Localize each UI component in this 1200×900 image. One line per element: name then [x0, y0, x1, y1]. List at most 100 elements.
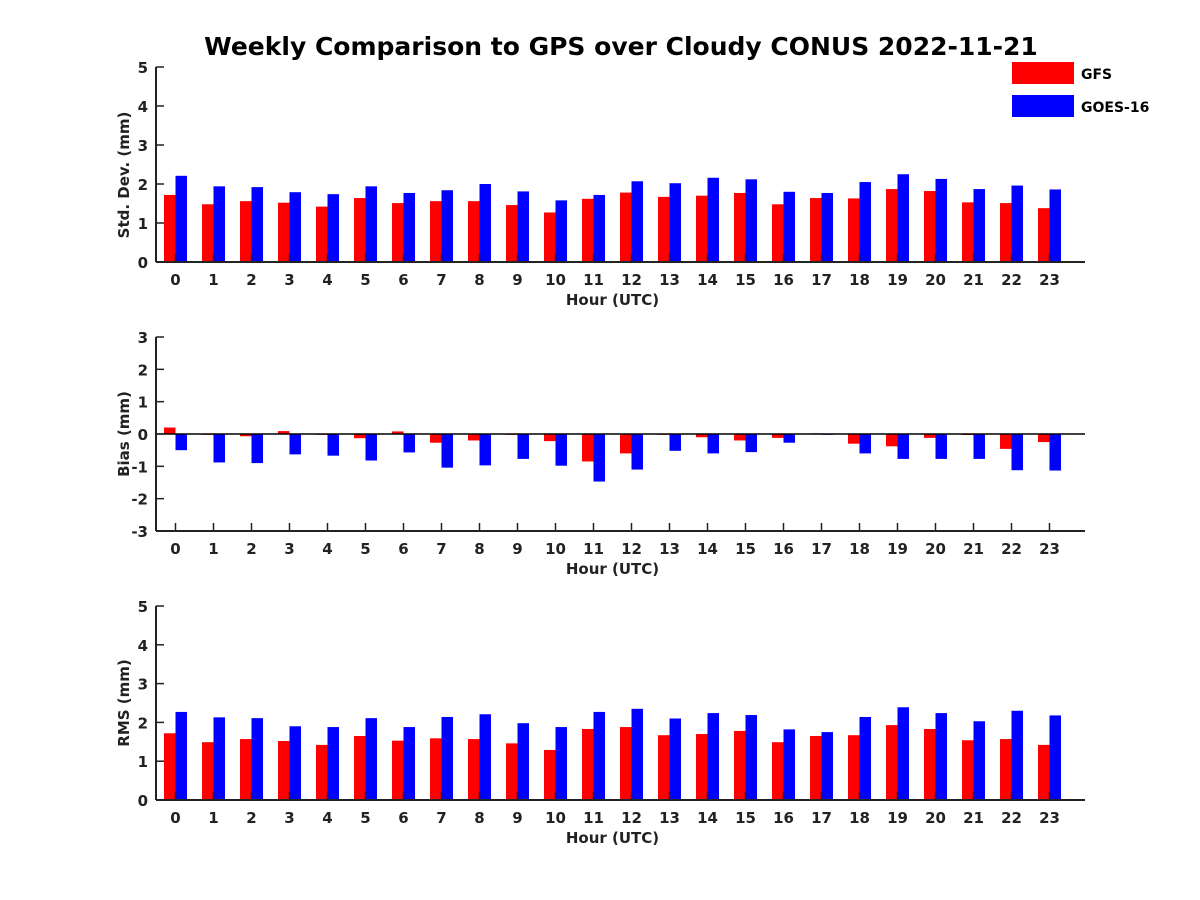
- bias-x-tick-label: 4: [322, 540, 332, 558]
- std-dev-x-tick-label: 13: [659, 271, 680, 289]
- bias-x-tick-label: 20: [925, 540, 946, 558]
- rms-bar-goes16-15: [745, 715, 757, 800]
- bias-bar-goes16-21: [973, 434, 985, 459]
- std-dev-x-tick-label: 3: [284, 271, 294, 289]
- rms-bar-gfs-22: [1000, 739, 1012, 800]
- rms-bar-goes16-9: [517, 723, 529, 800]
- bias-bar-goes16-11: [593, 434, 605, 482]
- std-dev-bar-gfs-13: [658, 196, 670, 262]
- bias-x-tick-label: 18: [849, 540, 870, 558]
- std-dev-x-tick-label: 0: [170, 271, 180, 289]
- std-dev-x-tick-label: 8: [474, 271, 484, 289]
- bias-bar-gfs-15: [734, 434, 746, 441]
- bias-y-tick-label: -3: [131, 523, 148, 541]
- std-dev-x-tick-label: 23: [1039, 271, 1060, 289]
- std-dev-bar-goes16-14: [707, 177, 719, 262]
- rms-x-tick-label: 18: [849, 809, 870, 827]
- rms-x-tick-label: 9: [512, 809, 522, 827]
- rms-bar-gfs-12: [620, 727, 632, 800]
- rms-bar-gfs-18: [848, 735, 860, 800]
- std-dev-bar-goes16-18: [859, 182, 871, 262]
- rms-bar-gfs-14: [696, 734, 708, 800]
- std-dev-bar-goes16-8: [479, 184, 491, 262]
- rms-y-tick-label: 3: [138, 676, 148, 694]
- rms-x-tick-label: 8: [474, 809, 484, 827]
- bias-bar-goes16-20: [935, 434, 947, 459]
- bias-x-tick-label: 7: [436, 540, 446, 558]
- bias-x-tick-label: 19: [887, 540, 908, 558]
- bias-x-tick-label: 10: [545, 540, 566, 558]
- std-dev-y-tick-label: 3: [138, 137, 148, 155]
- rms-bar-gfs-17: [810, 735, 822, 800]
- std-dev-bar-gfs-19: [886, 189, 898, 262]
- rms-bar-gfs-2: [240, 739, 252, 800]
- bias-y-tick-label: -2: [131, 491, 148, 509]
- rms-x-tick-label: 20: [925, 809, 946, 827]
- bias-bar-goes16-8: [479, 434, 491, 466]
- std-dev-x-tick-label: 4: [322, 271, 332, 289]
- std-dev-bar-gfs-11: [582, 198, 594, 262]
- rms-x-tick-label: 21: [963, 809, 984, 827]
- std-dev-bar-goes16-23: [1049, 189, 1061, 262]
- std-dev-bar-gfs-22: [1000, 203, 1012, 262]
- rms-y-tick-label: 2: [138, 714, 148, 732]
- std-dev-bar-gfs-9: [506, 205, 518, 262]
- rms-x-tick-label: 22: [1001, 809, 1022, 827]
- std-dev-x-tick-label: 6: [398, 271, 408, 289]
- bias-bar-gfs-5: [354, 434, 366, 439]
- rms-x-tick-label: 11: [583, 809, 604, 827]
- rms-x-tick-label: 17: [811, 809, 832, 827]
- bias-bar-gfs-22: [1000, 434, 1012, 449]
- bias-bar-gfs-11: [582, 434, 594, 462]
- bias-x-tick-label: 12: [621, 540, 642, 558]
- std-dev-y-tick-label: 1: [138, 215, 148, 233]
- rms-bar-gfs-8: [468, 739, 480, 800]
- std-dev-bar-goes16-2: [251, 187, 263, 262]
- rms-bar-goes16-4: [327, 727, 339, 800]
- legend-label-gfs: GFS: [1081, 67, 1112, 83]
- std-dev-bar-gfs-15: [734, 192, 746, 262]
- std-dev-bar-goes16-17: [821, 192, 833, 262]
- rms-x-tick-label: 2: [246, 809, 256, 827]
- rms-bar-goes16-1: [213, 717, 225, 800]
- rms-bar-goes16-12: [631, 708, 643, 800]
- bias-x-tick-label: 11: [583, 540, 604, 558]
- bias-x-tick-label: 14: [697, 540, 718, 558]
- rms-bar-goes16-19: [897, 707, 909, 800]
- rms-bar-gfs-15: [734, 730, 746, 800]
- std-dev-bar-goes16-4: [327, 194, 339, 262]
- bias-bar-gfs-10: [544, 434, 556, 442]
- std-dev-y-axis-label: Std. Dev. (mm): [115, 112, 133, 239]
- rms-x-tick-label: 7: [436, 809, 446, 827]
- rms-bar-goes16-18: [859, 716, 871, 800]
- rms-bar-goes16-8: [479, 714, 491, 800]
- std-dev-bar-goes16-15: [745, 179, 757, 262]
- std-dev-x-tick-label: 1: [208, 271, 218, 289]
- rms-bar-gfs-13: [658, 735, 670, 800]
- std-dev-bar-gfs-2: [240, 201, 252, 262]
- rms-bar-goes16-22: [1011, 710, 1023, 800]
- rms-bar-goes16-7: [441, 716, 453, 800]
- rms-y-tick-label: 4: [138, 637, 148, 655]
- std-dev-bar-goes16-12: [631, 181, 643, 262]
- bias-x-tick-label: 1: [208, 540, 218, 558]
- std-dev-bar-goes16-22: [1011, 185, 1023, 262]
- rms-bar-gfs-6: [392, 740, 404, 800]
- bias-bar-goes16-14: [707, 434, 719, 454]
- rms-bar-goes16-6: [403, 727, 415, 800]
- std-dev-x-tick-label: 12: [621, 271, 642, 289]
- rms-bar-gfs-20: [924, 729, 936, 800]
- rms-x-tick-label: 0: [170, 809, 180, 827]
- bias-x-axis-label: Hour (UTC): [566, 560, 659, 578]
- rms-x-tick-label: 5: [360, 809, 370, 827]
- bias-x-tick-label: 9: [512, 540, 522, 558]
- bias-x-tick-label: 16: [773, 540, 794, 558]
- std-dev-bar-gfs-6: [392, 203, 404, 262]
- std-dev-y-tick-label: 2: [138, 176, 148, 194]
- legend-swatch-goes16: [1012, 95, 1074, 117]
- bias-y-tick-label: 3: [138, 329, 148, 347]
- rms-bar-gfs-5: [354, 735, 366, 800]
- bias-bar-goes16-7: [441, 434, 453, 468]
- bias-bar-gfs-20: [924, 434, 936, 438]
